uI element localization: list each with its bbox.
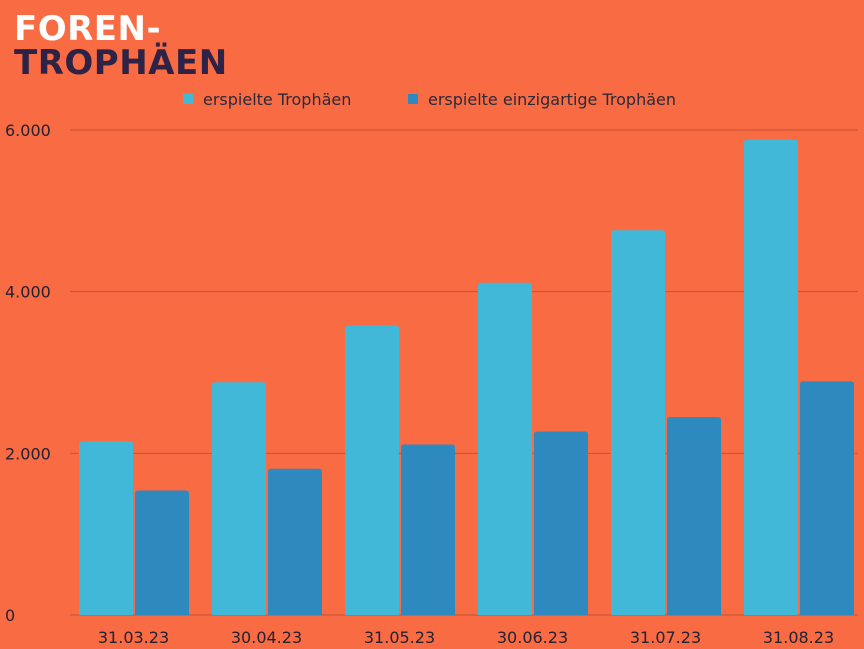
chart-title-line-2: TROPHÄEN [14, 43, 228, 83]
bar-series-1-30.06.23 [478, 282, 532, 615]
legend: erspielte Trophäen erspielte einzigartig… [0, 87, 864, 111]
bar-series-2-30.06.23 [534, 431, 588, 615]
x-tick-label: 30.06.23 [497, 628, 568, 647]
bar-series-2-31.07.23 [667, 416, 721, 615]
y-tick-label: 0 [5, 606, 15, 625]
x-tick-label: 30.04.23 [231, 628, 302, 647]
chart-title-line-1: FOREN- [14, 9, 162, 49]
bar-series-1-31.07.23 [611, 230, 665, 615]
y-tick-label: 2.000 [5, 444, 51, 463]
legend-label-series-1: erspielte Trophäen [203, 89, 352, 109]
bar-series-2-31.08.23 [800, 381, 854, 615]
bar-series-2-31.05.23 [401, 444, 455, 615]
chart-title: FOREN- TROPHÄEN [14, 12, 228, 80]
gridlines [70, 129, 858, 616]
legend-item-series-1: erspielte Trophäen [183, 87, 351, 111]
y-tick-label: 6.000 [5, 121, 51, 140]
y-tick-label: 4.000 [5, 283, 51, 302]
bar-series-1-31.08.23 [744, 139, 798, 615]
bar-series-2-31.03.23 [135, 490, 189, 615]
legend-swatch-series-2 [408, 94, 418, 104]
y-axis-tick-labels: 0 2.000 4.000 6.000 [5, 121, 51, 625]
bar-series-2-30.04.23 [268, 468, 322, 615]
bar-series-1-31.03.23 [79, 441, 133, 615]
bars [79, 139, 854, 615]
x-tick-label: 31.08.23 [763, 628, 834, 647]
x-axis-tick-labels: 31.03.23 30.04.23 31.05.23 30.06.23 31.07.23… [98, 628, 834, 647]
x-tick-label: 31.03.23 [98, 628, 169, 647]
legend-swatch-series-1 [183, 94, 193, 104]
x-tick-label: 31.07.23 [630, 628, 701, 647]
x-tick-label: 31.05.23 [364, 628, 435, 647]
bar-series-1-31.05.23 [345, 325, 399, 615]
bar-series-1-30.04.23 [212, 382, 266, 615]
legend-label-series-2: erspielte einzigartige Trophäen [428, 89, 676, 109]
legend-item-series-2: erspielte einzigartige Trophäen [408, 87, 676, 111]
